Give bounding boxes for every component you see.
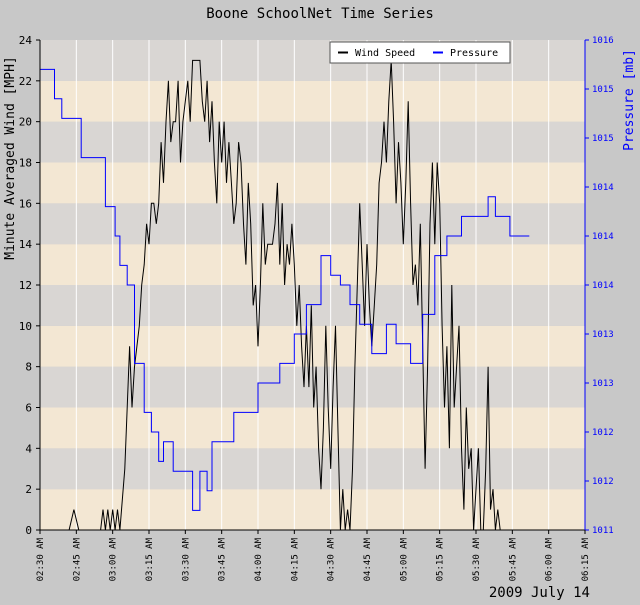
right-tick-label: 1015 [592,134,614,144]
left-tick-label: 12 [19,279,32,292]
left-tick-label: 10 [19,320,32,333]
background-band [40,162,585,204]
x-tick-label: 06:00 AM [545,537,555,581]
background-band [40,407,585,449]
left-tick-label: 14 [19,238,33,251]
x-tick-label: 03:00 AM [109,537,119,581]
right-tick-label: 1011 [592,526,614,536]
background-band [40,244,585,285]
background-band [40,448,585,490]
right-tick-label: 1013 [592,330,614,340]
x-tick-label: 04:00 AM [254,537,264,581]
right-tick-label: 1012 [592,477,614,487]
left-tick-label: 16 [19,197,32,210]
x-tick-label: 03:30 AM [181,537,191,581]
right-tick-label: 1014 [592,232,614,242]
x-tick-label: 05:30 AM [472,537,482,581]
x-axis-ticks: 02:30 AM 02:45 AM 03:00 AM 03:15 AM 03:30 AM… [36,530,591,581]
x-tick-label: 04:30 AM [327,537,337,581]
series-line-wind-speed [40,59,513,531]
date-label: 2009 July 14 [489,585,590,600]
left-tick-label: 6 [25,402,32,415]
x-tick-label: 06:15 AM [581,537,591,581]
right-tick-label: 1015 [592,85,614,95]
series-line-pressure [40,68,530,511]
right-tick-label: 1013 [592,379,614,389]
x-tick-label: 02:45 AM [72,537,82,581]
background-band [40,285,585,326]
left-tick-label: 22 [19,75,32,88]
right-tick-label: 1014 [592,183,614,193]
series-layer [40,59,530,531]
background-band [40,121,585,163]
background-band [40,80,585,122]
left-tick-label: 4 [25,442,32,455]
left-axis-label: Minute Averaged Wind [MPH] [3,56,18,260]
right-tick-label: 1014 [592,281,614,291]
x-tick-label: 03:15 AM [145,537,155,581]
x-tick-label: 04:45 AM [363,537,373,581]
x-tick-label: 04:15 AM [290,537,300,581]
right-axis-label: Pressure [mb] [622,49,637,151]
legend: Wind Speed Pressure [329,41,511,64]
x-tick-label: 05:45 AM [508,537,518,581]
x-tick-label: 05:00 AM [399,537,409,581]
left-tick-label: 18 [19,157,32,170]
x-tick-label: 03:45 AM [218,537,228,581]
right-tick-label: 1012 [592,428,614,438]
left-tick-label: 24 [19,34,33,47]
left-tick-label: 20 [19,116,32,129]
background-bands [40,40,585,530]
legend-wind-label: Wind Speed [355,48,415,59]
legend-pressure-label: Pressure [450,48,498,59]
chart-title: Boone SchoolNet Time Series [206,6,434,22]
legend-box [329,41,511,64]
x-tick-label: 05:15 AM [436,537,446,581]
left-tick-label: 8 [25,361,32,374]
right-tick-label: 1016 [592,36,614,46]
x-tick-label: 02:30 AM [36,537,46,581]
left-tick-label: 0 [25,524,32,537]
background-band [40,203,585,245]
right-axis-ticks: 1011 1012 1012 1013 1013 1014 1014 1014 1015 1015… [585,36,614,536]
left-tick-label: 2 [25,483,32,496]
